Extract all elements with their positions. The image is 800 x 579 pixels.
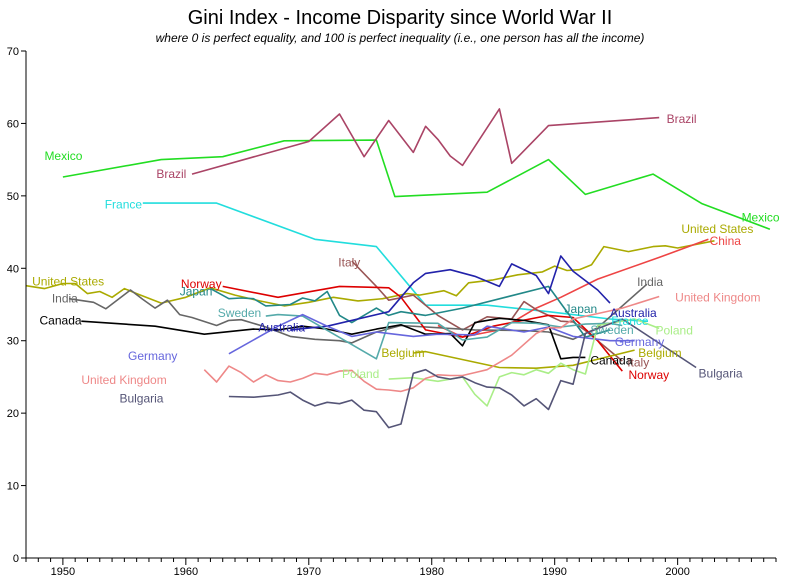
series-label-bulgaria: Bulgaria xyxy=(119,392,163,406)
series-label-india: India xyxy=(52,292,78,306)
y-tick-label: 0 xyxy=(13,553,19,565)
series-label-australia: Australia xyxy=(258,321,305,335)
series-label-france: France xyxy=(611,314,649,328)
series-line-united-kingdom xyxy=(203,295,660,393)
series-label-france: France xyxy=(105,198,143,212)
series-label-poland: Poland xyxy=(656,324,693,338)
series-label-canada: Canada xyxy=(40,313,82,327)
axes: 0 10 20 30 40 50 60 70 1950 1960 1970 1980 1990 2000 xyxy=(7,46,777,578)
series-line-belgium xyxy=(413,349,635,370)
series-line-australia xyxy=(290,255,611,331)
series-label-mexico: Mexico xyxy=(44,149,82,163)
series-label-united-states: United States xyxy=(681,222,753,236)
series-label-bulgaria: Bulgaria xyxy=(699,366,743,380)
series-label-italy: Italy xyxy=(627,355,649,369)
y-tick-label: 10 xyxy=(7,481,19,493)
series-label-norway: Norway xyxy=(181,277,222,291)
series-line-brazil xyxy=(191,108,660,175)
series-line-sweden xyxy=(265,313,623,360)
y-tick-label: 50 xyxy=(7,191,19,203)
series-label-brazil: Brazil xyxy=(667,112,697,126)
x-tick-label: 1960 xyxy=(174,566,198,578)
series-label-sweden: Sweden xyxy=(218,306,261,320)
y-tick-label: 20 xyxy=(7,408,19,420)
y-tick-label: 70 xyxy=(7,46,19,58)
series-label-india: India xyxy=(637,275,663,289)
series-label-belgium: Belgium xyxy=(381,346,424,360)
series-label-japan: Japan xyxy=(180,284,213,298)
series-label-united-kingdom: United Kingdom xyxy=(81,373,166,387)
y-tick-label: 40 xyxy=(7,263,19,275)
x-tick-label: 2000 xyxy=(665,566,689,578)
series-labels: Mexico Mexico Brazil Brazil France France Unit… xyxy=(32,112,780,406)
y-tick-label: 60 xyxy=(7,118,19,130)
series-line-mexico xyxy=(62,139,771,230)
series-label-norway: Norway xyxy=(628,368,669,382)
y-tick-label: 30 xyxy=(7,336,19,348)
series-label-australia: Australia xyxy=(610,306,657,320)
chart-title: Gini Index - Income Disparity since Worl… xyxy=(188,7,613,29)
chart-subtitle: where 0 is perfect equality, and 100 is … xyxy=(156,31,645,45)
x-tick-label: 1950 xyxy=(51,566,75,578)
series-label-brazil: Brazil xyxy=(156,167,186,181)
series-line-india xyxy=(68,283,648,344)
series-label-italy: Italy xyxy=(338,255,360,269)
series-label-belgium: Belgium xyxy=(638,346,681,360)
series-label-united-states: United States xyxy=(32,274,104,288)
series-label-japan: Japan xyxy=(565,302,598,316)
series-line-bulgaria xyxy=(228,318,697,429)
series-label-germany: Germany xyxy=(615,335,664,349)
series-line-germany xyxy=(228,313,635,355)
x-tick-label: 1980 xyxy=(419,566,443,578)
x-tick-label: 1970 xyxy=(297,566,321,578)
series-label-united-kingdom: United Kingdom xyxy=(675,290,760,304)
x-tick-label: 1990 xyxy=(542,566,566,578)
series-label-mexico: Mexico xyxy=(742,211,780,225)
series-line-united-states xyxy=(25,240,715,307)
series-label-germany: Germany xyxy=(128,349,177,363)
series-label-china: China xyxy=(710,234,742,248)
series-label-poland: Poland xyxy=(342,367,379,381)
plot-lines xyxy=(25,108,771,429)
series-label-canada: Canada xyxy=(590,353,632,367)
series-line-japan xyxy=(210,285,611,338)
series-label-sweden: Sweden xyxy=(590,323,633,337)
